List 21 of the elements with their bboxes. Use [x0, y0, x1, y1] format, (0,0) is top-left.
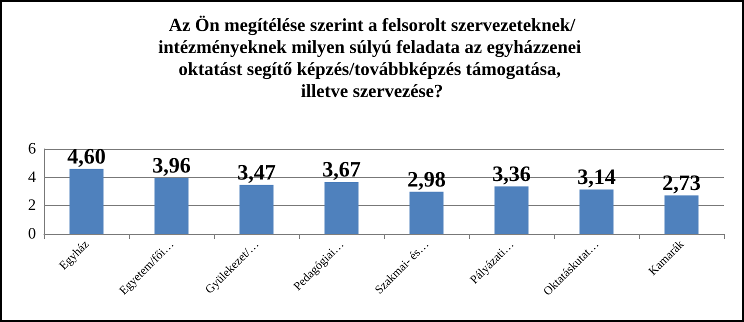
- data-label: 4,60: [67, 143, 106, 168]
- bar: [494, 186, 528, 234]
- chart-title: Az Ön megítélése szerint a felsorolt szervezeteknek/intézményeknek milyen súlyú feladata az egyházzenei oktatást segítő képzés/továbbképzés támogatása, illetve szervezése?: [158, 15, 586, 102]
- y-tick-label: 4: [28, 168, 36, 186]
- bar: [70, 168, 104, 234]
- data-label: 3,14: [577, 164, 616, 190]
- data-label: 2,73: [662, 170, 701, 195]
- bar: [240, 184, 274, 234]
- data-label: 3,47: [237, 159, 276, 184]
- bar: [664, 195, 698, 234]
- data-label: 2,98: [407, 166, 446, 192]
- bar: [154, 178, 188, 234]
- y-tick-label: 6: [28, 140, 36, 158]
- y-tick-label: 0: [28, 226, 36, 242]
- bar: [410, 192, 444, 234]
- data-label: 3,67: [322, 156, 361, 182]
- bar: [324, 182, 358, 234]
- data-label: 3,36: [492, 160, 531, 186]
- y-tick-label: 2: [28, 197, 36, 214]
- data-label: 3,96: [152, 152, 191, 178]
- bar: [580, 190, 614, 234]
